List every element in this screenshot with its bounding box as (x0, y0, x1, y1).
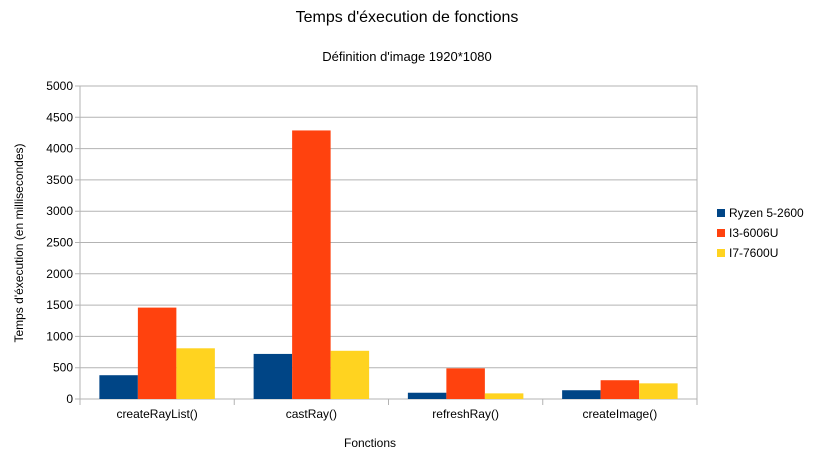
bar (639, 383, 678, 399)
bar (562, 390, 601, 399)
legend-swatch (717, 249, 725, 257)
chart-title: Temps d'éxecution de fonctions (295, 9, 519, 26)
y-tick-label: 2000 (46, 267, 73, 281)
legend-swatch (717, 209, 725, 217)
y-tick-label: 0 (66, 392, 73, 406)
y-tick-label: 2500 (46, 236, 73, 250)
y-tick-label: 4000 (46, 142, 73, 156)
y-tick-label: 500 (53, 361, 73, 375)
y-tick-label: 3000 (46, 204, 73, 218)
legend-item: I7-7600U (717, 243, 804, 263)
x-tick-label: refreshRay() (432, 407, 499, 421)
bar (600, 380, 640, 399)
bars (99, 130, 678, 400)
y-tick-label: 4500 (46, 110, 73, 124)
bar (330, 350, 370, 399)
y-tick-label: 5000 (46, 79, 73, 93)
legend-item: I3-6006U (717, 223, 804, 243)
legend-label: Ryzen 5-2600 (729, 206, 804, 220)
bar (99, 375, 138, 399)
axes: 0 500 1000 1500 2000 2500 3000 3500 4000 4500 5000… (46, 79, 698, 421)
bar (292, 130, 331, 400)
x-tick-label: createRayList() (116, 407, 197, 421)
legend: Ryzen 5-2600 I3-6006U I7-7600U (717, 203, 804, 263)
legend-label: I3-6006U (729, 226, 779, 240)
legend-label: I7-7600U (729, 246, 779, 260)
legend-swatch (717, 229, 725, 237)
bar (484, 393, 524, 399)
x-tick-label: castRay() (286, 407, 337, 421)
bar (253, 353, 293, 399)
chart-subtitle: Définition d'image 1920*1080 (322, 49, 492, 64)
bar (137, 307, 177, 399)
legend-item: Ryzen 5-2600 (717, 203, 804, 223)
bar (446, 368, 485, 399)
x-axis-title: Fonctions (344, 436, 396, 450)
y-tick-label: 3500 (46, 173, 73, 187)
bar (176, 348, 215, 399)
x-tick-label: createImage() (583, 407, 658, 421)
y-tick-label: 1500 (46, 298, 73, 312)
bar (407, 392, 447, 399)
y-tick-label: 1000 (46, 329, 73, 343)
y-axis-title: Temps d'éxecution (en millisecondes) (12, 143, 26, 342)
